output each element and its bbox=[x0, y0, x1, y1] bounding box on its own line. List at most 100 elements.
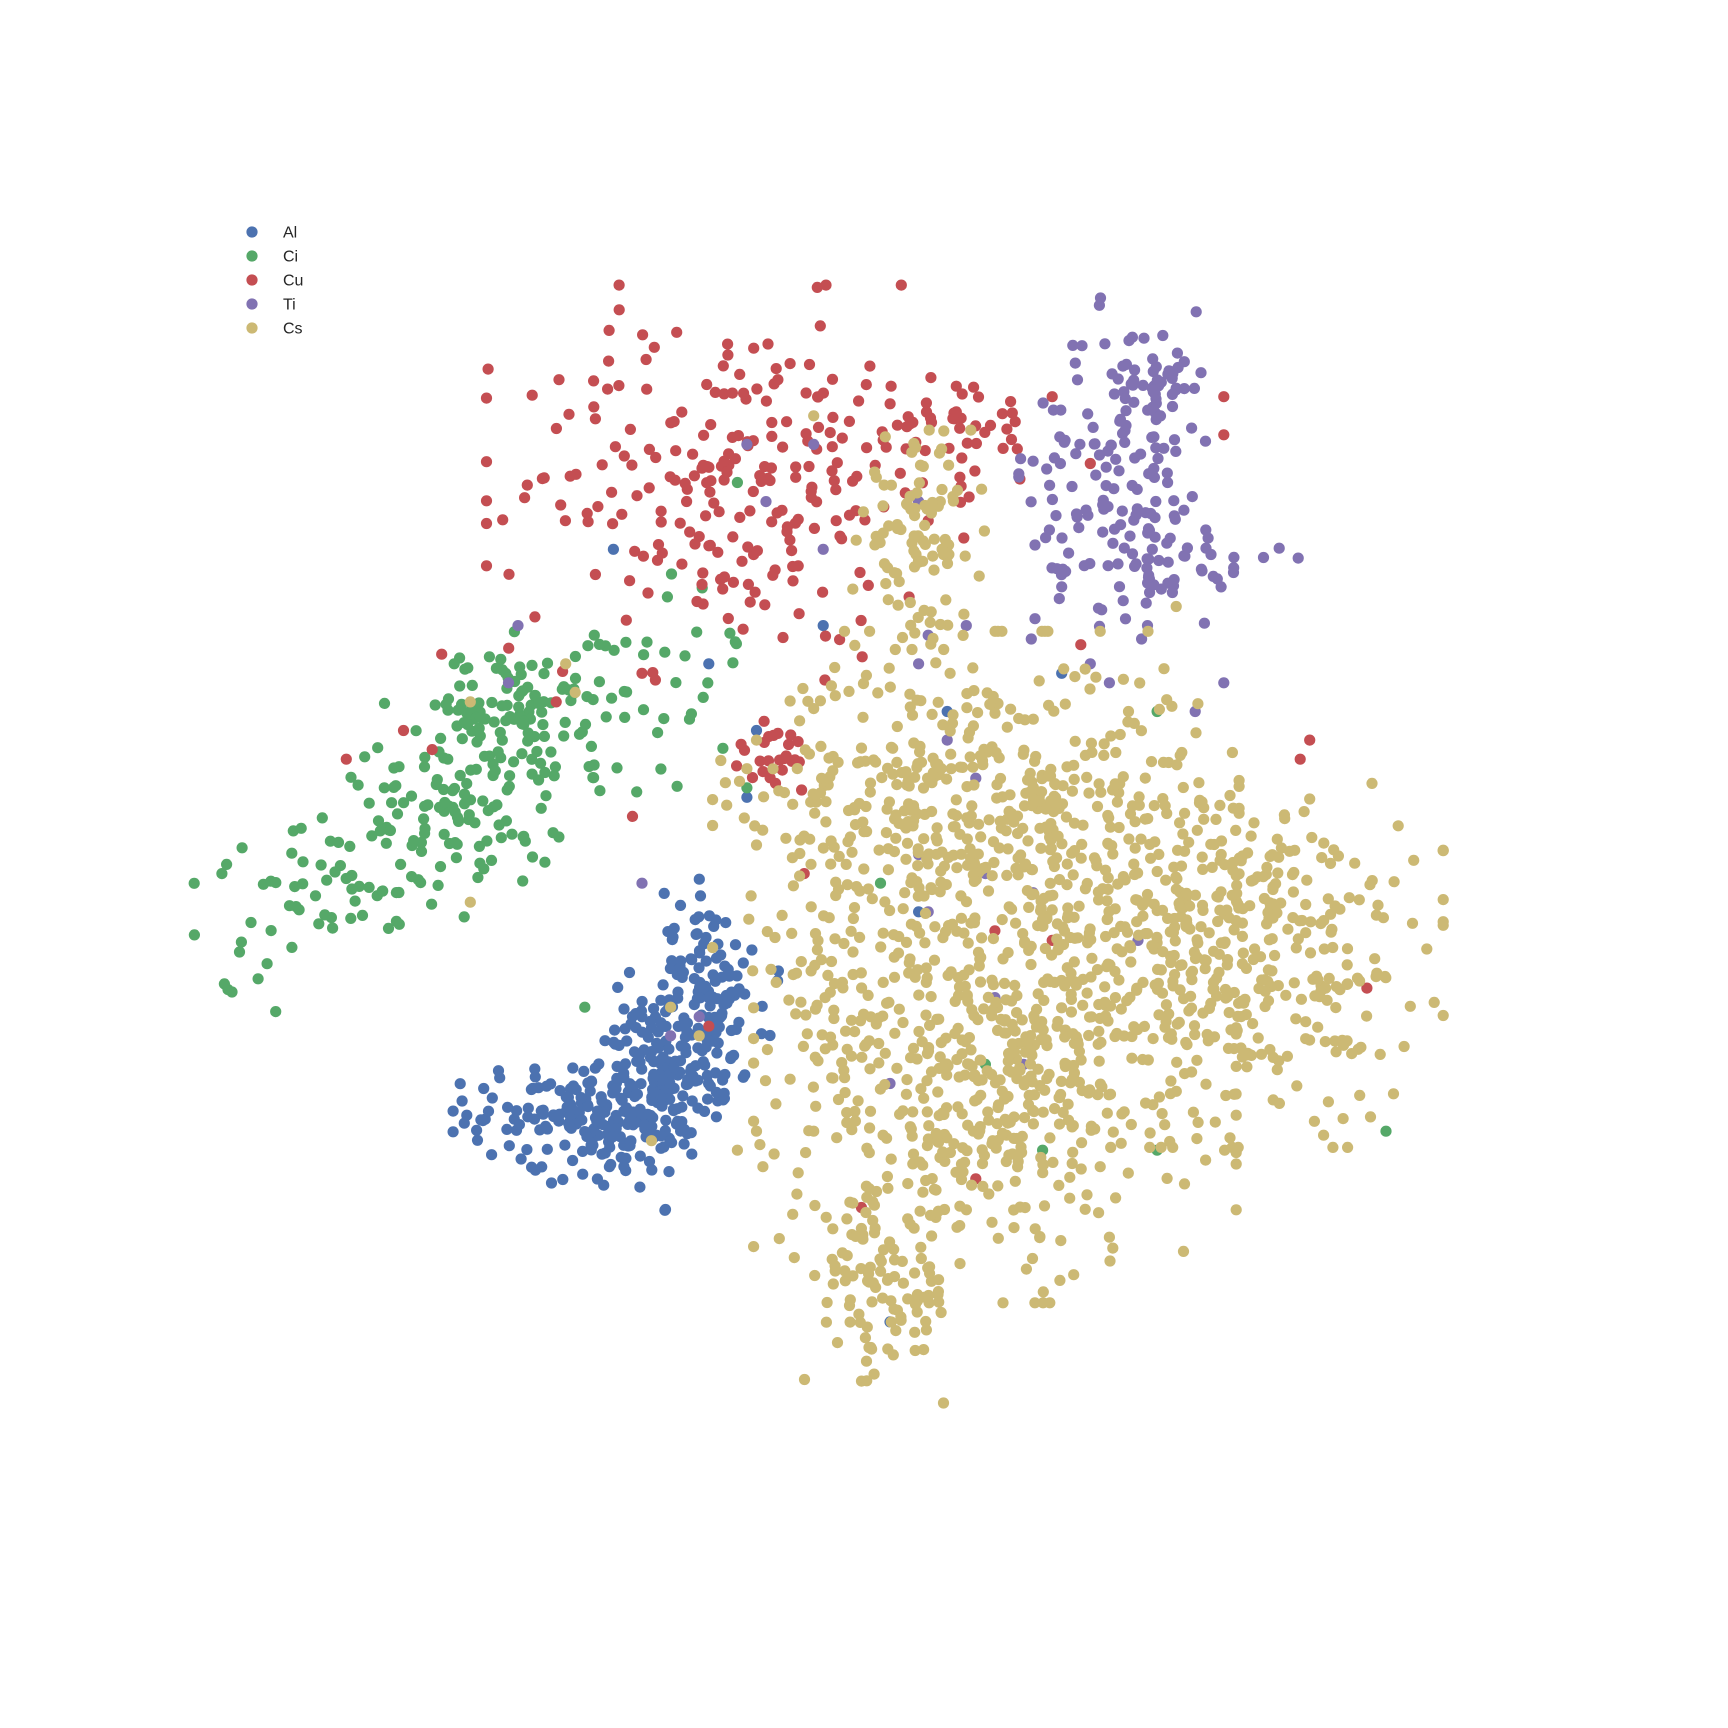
scatter-point-al bbox=[643, 1155, 656, 1168]
scatter-point-cs bbox=[1066, 785, 1078, 797]
scatter-point-cs bbox=[1176, 746, 1188, 759]
scatter-point-cu bbox=[950, 406, 962, 418]
scatter-point-cs bbox=[803, 748, 816, 760]
scatter-point-cs bbox=[1147, 1033, 1159, 1045]
scatter-point-cs bbox=[1198, 802, 1210, 814]
scatter-point-cs bbox=[973, 818, 985, 830]
scatter-point-cs bbox=[1057, 780, 1069, 792]
scatter-point-cs bbox=[1025, 1030, 1037, 1042]
scatter-point-ti bbox=[1066, 480, 1078, 493]
scatter-point-cs bbox=[839, 1265, 851, 1277]
scatter-point-cu bbox=[969, 465, 981, 477]
scatter-point-al bbox=[681, 1026, 693, 1038]
scatter-point-al bbox=[501, 1123, 513, 1135]
scatter-point-cu bbox=[828, 475, 840, 487]
scatter-point-cs bbox=[861, 1321, 873, 1333]
scatter-point-cs bbox=[906, 643, 918, 656]
scatter-point-cu bbox=[783, 738, 795, 751]
scatter-point-al bbox=[541, 1143, 553, 1155]
scatter-point-cs bbox=[938, 1203, 951, 1216]
scatter-point-cu bbox=[588, 401, 600, 413]
scatter-point-cu bbox=[814, 320, 826, 332]
scatter-point-cs bbox=[864, 777, 877, 789]
scatter-point-cs bbox=[952, 972, 965, 984]
scatter-point-al bbox=[581, 1131, 593, 1143]
scatter-point-cu bbox=[1011, 443, 1023, 455]
scatter-point-cu bbox=[589, 568, 602, 581]
scatter-point-cu bbox=[1009, 416, 1021, 428]
scatter-point-cs bbox=[1054, 1274, 1066, 1286]
scatter-point-cs bbox=[1053, 1118, 1066, 1130]
scatter-point-al bbox=[719, 1068, 731, 1081]
scatter-point-cs bbox=[972, 848, 984, 860]
scatter-point-cs bbox=[1102, 837, 1114, 849]
scatter-point-cs bbox=[843, 804, 855, 817]
scatter-point-cs bbox=[1104, 1088, 1117, 1100]
scatter-point-cs bbox=[1198, 813, 1210, 825]
scatter-point-ci bbox=[313, 918, 325, 930]
scatter-point-cs bbox=[707, 941, 719, 954]
scatter-point-ci bbox=[485, 854, 498, 867]
scatter-point-cs bbox=[464, 696, 476, 708]
scatter-point-al bbox=[471, 1134, 484, 1146]
scatter-point-cs bbox=[888, 929, 900, 941]
scatter-point-cs bbox=[1043, 890, 1056, 902]
scatter-point-cs bbox=[902, 776, 914, 788]
scatter-point-cs bbox=[1346, 1048, 1358, 1060]
scatter-point-cu bbox=[688, 470, 701, 482]
scatter-point-al bbox=[660, 1114, 672, 1126]
scatter-point-cu bbox=[862, 579, 874, 592]
scatter-point-cu bbox=[790, 461, 802, 473]
scatter-point-cu bbox=[855, 614, 867, 627]
scatter-point-cu bbox=[997, 442, 1009, 454]
scatter-point-cs bbox=[1160, 874, 1172, 886]
scatter-point-cu bbox=[919, 445, 931, 457]
scatter-point-ci bbox=[432, 879, 444, 892]
scatter-point-cs bbox=[1111, 796, 1123, 808]
scatter-point-cs bbox=[1437, 894, 1449, 906]
scatter-point-cs bbox=[1377, 912, 1389, 924]
scatter-point-cu bbox=[895, 279, 907, 291]
scatter-point-cu bbox=[609, 441, 622, 453]
scatter-point-cs bbox=[707, 819, 719, 832]
scatter-point-cs bbox=[769, 931, 781, 944]
scatter-point-cs bbox=[747, 965, 759, 977]
scatter-point-cs bbox=[967, 662, 979, 674]
scatter-point-cs bbox=[960, 896, 973, 908]
scatter-point-cs bbox=[820, 1211, 832, 1223]
scatter-point-cs bbox=[1215, 848, 1227, 861]
scatter-point-cu bbox=[722, 612, 734, 625]
scatter-point-cs bbox=[962, 1119, 974, 1131]
scatter-point-cu bbox=[1218, 429, 1230, 441]
scatter-point-cu bbox=[831, 457, 843, 469]
scatter-point-cs bbox=[1057, 939, 1070, 951]
scatter-point-ci bbox=[541, 657, 554, 669]
scatter-point-cs bbox=[947, 709, 959, 721]
scatter-point-al bbox=[651, 1037, 663, 1049]
scatter-point-cu bbox=[618, 450, 630, 462]
scatter-point-cs bbox=[955, 912, 968, 924]
scatter-point-cu bbox=[715, 573, 727, 586]
scatter-point-ci bbox=[513, 690, 525, 702]
scatter-point-cs bbox=[1062, 902, 1074, 914]
scatter-point-ci bbox=[405, 790, 418, 802]
scatter-point-cu bbox=[705, 475, 717, 487]
scatter-point-cu bbox=[1304, 734, 1316, 746]
scatter-point-al bbox=[672, 992, 684, 1004]
scatter-point-ti bbox=[665, 1030, 677, 1042]
scatter-point-al bbox=[663, 1166, 675, 1178]
scatter-point-ti bbox=[817, 543, 829, 555]
scatter-point-ci bbox=[516, 748, 528, 760]
scatter-point-ci bbox=[449, 837, 461, 849]
scatter-point-cs bbox=[976, 483, 988, 495]
scatter-point-cs bbox=[892, 947, 905, 959]
scatter-point-ci bbox=[670, 677, 682, 689]
scatter-point-cs bbox=[1200, 1078, 1212, 1090]
scatter-point-ti bbox=[1106, 368, 1118, 380]
scatter-point-ti bbox=[1113, 465, 1125, 477]
scatter-point-cu bbox=[784, 534, 796, 546]
scatter-point-ti bbox=[1087, 421, 1099, 433]
scatter-point-ci bbox=[456, 733, 468, 745]
scatter-point-ti bbox=[1015, 453, 1027, 465]
scatter-point-cs bbox=[913, 556, 925, 568]
